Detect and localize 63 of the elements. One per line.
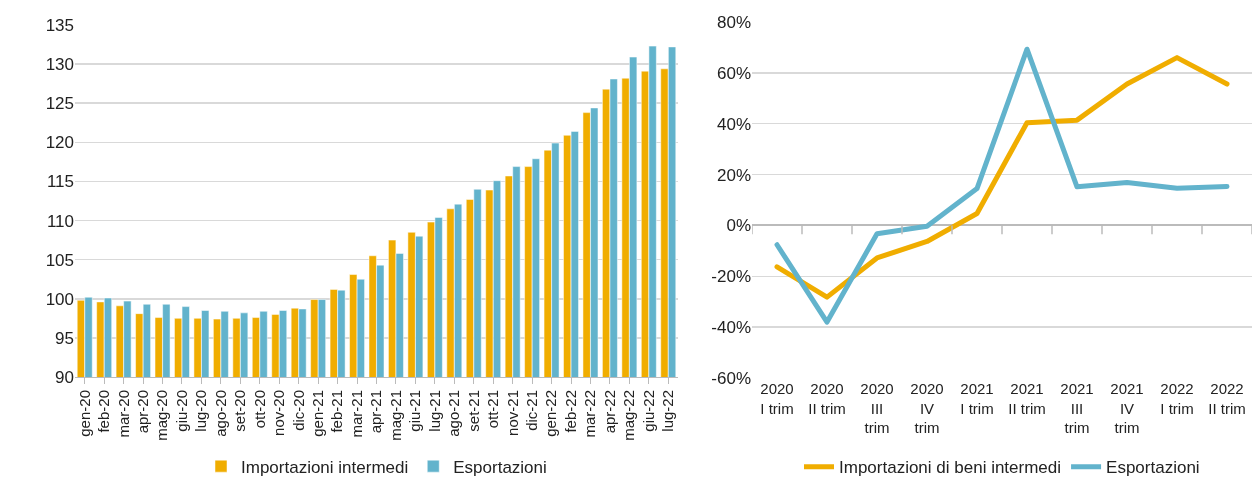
x-tick-label: giu-20 bbox=[172, 390, 190, 432]
x-tick-label: 2021 II trim bbox=[1008, 380, 1046, 417]
x-tick-label: mag-22 bbox=[620, 390, 638, 441]
y-tick-label: 110 bbox=[46, 211, 74, 231]
x-tick-label: 2021 IV trim bbox=[1110, 380, 1144, 436]
x-tick-label: 2021 III trim bbox=[1060, 380, 1094, 436]
x-tick-label: feb-21 bbox=[328, 390, 346, 433]
y-tick-label: 130 bbox=[45, 55, 74, 75]
x-tick-label: dic-20 bbox=[289, 390, 307, 431]
y-tick-label: 40% bbox=[716, 114, 751, 134]
x-tick-label: gen-22 bbox=[542, 390, 560, 437]
y-tick-label: 95 bbox=[55, 328, 74, 348]
legend-label: Esportazioni bbox=[1106, 458, 1200, 478]
legend-label: Importazioni di beni intermedi bbox=[839, 458, 1062, 478]
x-tick-label: 2020 IV trim bbox=[910, 380, 944, 436]
x-tick-label: lug-21 bbox=[425, 390, 443, 432]
y-tick-label: 100 bbox=[45, 289, 74, 309]
x-tick-label: mar-21 bbox=[347, 390, 365, 438]
x-tick-label: feb-22 bbox=[561, 390, 579, 433]
y-tick-label: 90 bbox=[55, 367, 74, 387]
x-tick-label: 2022 II trim bbox=[1208, 380, 1246, 417]
x-tick-label: nov-20 bbox=[270, 390, 288, 436]
x-tick-label: feb-20 bbox=[95, 390, 113, 433]
x-tick-label: apr-21 bbox=[367, 390, 385, 434]
x-tick-label: giu-22 bbox=[639, 390, 657, 432]
x-tick-label: 2022 I trim bbox=[1160, 380, 1194, 417]
x-tick-label: apr-22 bbox=[600, 390, 618, 434]
x-tick-label: giu-21 bbox=[406, 390, 424, 432]
x-tick-label: ott-21 bbox=[484, 390, 502, 429]
x-tick-label: 2020 I trim bbox=[760, 380, 794, 417]
x-tick-label: mar-20 bbox=[114, 390, 132, 438]
x-tick-label: mag-20 bbox=[153, 390, 171, 441]
x-tick-label: mar-22 bbox=[581, 390, 599, 438]
y-tick-label: 125 bbox=[45, 94, 74, 114]
x-tick-label: ott-20 bbox=[250, 390, 268, 429]
y-tick-label: 115 bbox=[46, 172, 74, 192]
x-tick-label: dic-21 bbox=[522, 390, 540, 431]
x-tick-label: ago-21 bbox=[445, 390, 463, 437]
x-tick-label: 2020 III trim bbox=[860, 380, 894, 436]
x-tick-label: lug-20 bbox=[192, 390, 210, 432]
y-tick-label: -60% bbox=[711, 368, 751, 388]
y-tick-label: 20% bbox=[716, 165, 751, 185]
x-tick-label: ago-20 bbox=[211, 390, 229, 437]
y-tick-label: -20% bbox=[711, 267, 751, 287]
x-tick-label: 2020 II trim bbox=[808, 380, 846, 417]
x-tick-label: gen-20 bbox=[75, 390, 93, 437]
x-tick-label: lug-22 bbox=[659, 390, 677, 432]
legend-label: Esportazioni bbox=[453, 457, 547, 477]
y-tick-label: 105 bbox=[45, 250, 74, 270]
y-tick-label: 120 bbox=[45, 133, 74, 153]
y-tick-label: 0% bbox=[726, 216, 751, 236]
y-tick-label: 60% bbox=[716, 63, 751, 83]
x-tick-label: set-21 bbox=[464, 390, 482, 432]
x-tick-label: gen-21 bbox=[309, 390, 327, 437]
y-tick-label: -40% bbox=[711, 318, 751, 338]
x-tick-label: apr-20 bbox=[133, 390, 151, 434]
x-tick-label: nov-21 bbox=[503, 390, 521, 436]
legend-label: Importazioni intermedi bbox=[241, 457, 409, 477]
y-tick-label: 80% bbox=[716, 12, 751, 32]
x-tick-label: mag-21 bbox=[386, 390, 404, 441]
x-tick-label: 2021 I trim bbox=[960, 380, 994, 417]
x-tick-label: set-20 bbox=[231, 390, 249, 432]
y-tick-label: 135 bbox=[45, 15, 74, 35]
